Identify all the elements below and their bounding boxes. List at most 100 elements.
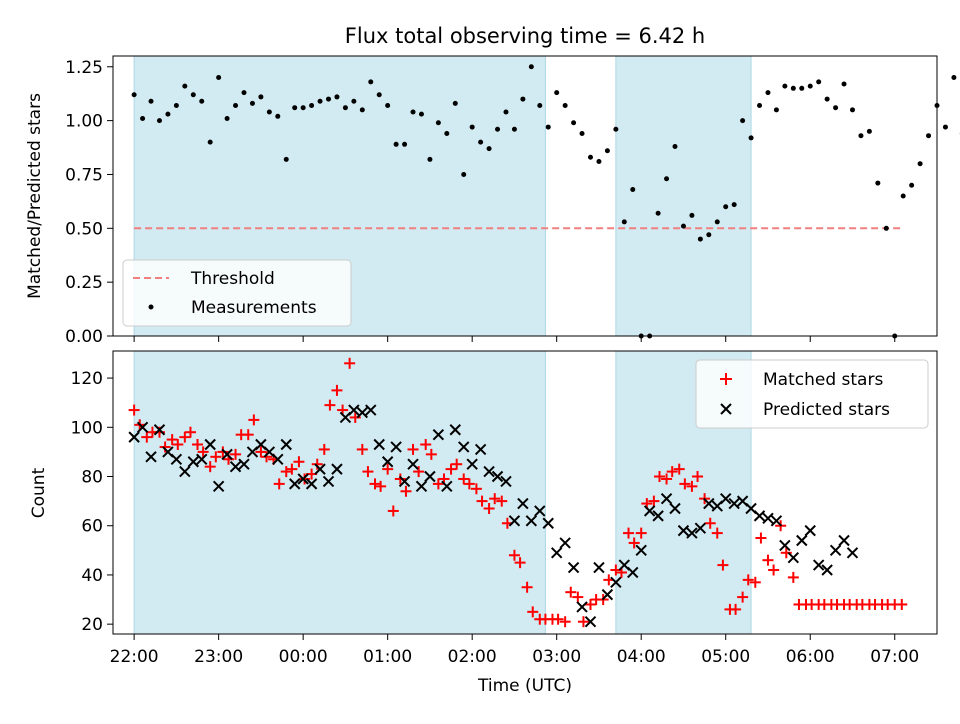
measurement-point xyxy=(613,127,618,132)
top-y-axis-label: Matched/Predicted stars xyxy=(25,93,45,299)
measurement-point xyxy=(385,103,390,108)
measurement-point xyxy=(182,84,187,89)
measurement-point xyxy=(411,110,416,115)
measurement-point xyxy=(309,103,314,108)
x-tick-label: 03:00 xyxy=(532,647,581,667)
measurement-point xyxy=(943,125,948,130)
measurement-point xyxy=(368,79,373,84)
measurement-point xyxy=(334,94,339,99)
x-tick-label: 02:00 xyxy=(448,647,497,667)
measurement-point xyxy=(858,133,863,138)
measurement-point xyxy=(453,101,458,106)
measurement-point xyxy=(165,112,170,117)
measurement-point xyxy=(681,224,686,229)
x-tick-label: 22:00 xyxy=(110,647,159,667)
y-tick-label: 0.50 xyxy=(65,219,103,239)
x-tick-label: 06:00 xyxy=(786,647,835,667)
measurement-point xyxy=(377,92,382,97)
observing-span xyxy=(134,351,545,634)
measurement-point xyxy=(723,204,728,209)
measurement-point xyxy=(512,127,517,132)
measurement-point xyxy=(233,103,238,108)
measurement-point xyxy=(351,99,356,104)
measurement-point xyxy=(909,183,914,188)
legend-predicted-label: Predicted stars xyxy=(763,400,890,420)
measurement-point xyxy=(563,103,568,108)
y-tick-label: 40 xyxy=(81,566,103,586)
legend-threshold-label: Threshold xyxy=(190,269,275,289)
measurement-point xyxy=(884,226,889,231)
measurement-point xyxy=(394,142,399,147)
measurement-point xyxy=(199,99,204,104)
x-tick-label: 23:00 xyxy=(194,647,243,667)
measurement-point xyxy=(216,75,221,80)
measurement-point xyxy=(478,140,483,145)
measurement-point xyxy=(537,103,542,108)
measurement-point xyxy=(656,211,661,216)
measurement-point xyxy=(622,219,627,224)
measurement-point xyxy=(850,107,855,112)
measurement-point xyxy=(301,105,306,110)
measurement-point xyxy=(191,92,196,97)
x-tick-label: 04:00 xyxy=(617,647,666,667)
measurement-point xyxy=(757,103,762,108)
measurement-point xyxy=(605,148,610,153)
measurement-point xyxy=(816,79,821,84)
measurement-point xyxy=(225,116,230,121)
measurement-point xyxy=(318,99,323,104)
measurement-point xyxy=(208,140,213,145)
measurement-point xyxy=(918,161,923,166)
chart-title: Flux total observing time = 6.42 h xyxy=(345,24,705,48)
measurement-point xyxy=(487,146,492,151)
measurement-point xyxy=(520,97,525,102)
measurement-point xyxy=(740,118,745,123)
measurement-point xyxy=(419,112,424,117)
y-tick-label: 0.00 xyxy=(65,327,103,347)
measurement-point xyxy=(470,125,475,130)
y-tick-label: 120 xyxy=(71,369,103,389)
measurement-point xyxy=(774,107,779,112)
measurement-point xyxy=(546,125,551,130)
measurement-point xyxy=(571,120,576,125)
measurement-point xyxy=(174,103,179,108)
measurement-point xyxy=(343,105,348,110)
measurement-point xyxy=(461,172,466,177)
measurement-point xyxy=(765,90,770,95)
measurement-point xyxy=(250,101,255,106)
measurement-point xyxy=(630,187,635,192)
measurement-point xyxy=(673,144,678,149)
legend-measurements-swatch xyxy=(149,305,154,310)
measurement-point xyxy=(706,232,711,237)
measurement-point xyxy=(284,157,289,162)
measurement-point xyxy=(825,97,830,102)
measurement-point xyxy=(436,120,441,125)
measurement-point xyxy=(529,64,534,69)
measurement-point xyxy=(842,82,847,87)
x-axis-label: Time (UTC) xyxy=(477,676,572,696)
measurement-point xyxy=(241,90,246,95)
y-tick-label: 1.00 xyxy=(65,112,103,132)
measurement-point xyxy=(140,116,145,121)
y-tick-label: 1.25 xyxy=(65,58,103,78)
y-tick-label: 60 xyxy=(81,517,103,537)
x-tick-label: 07:00 xyxy=(870,647,919,667)
bottom-y-axis-label: Count xyxy=(29,467,49,518)
measurement-point xyxy=(833,105,838,110)
y-tick-label: 100 xyxy=(71,418,103,438)
bottom-shaded-spans xyxy=(134,351,751,634)
measurement-point xyxy=(867,129,872,134)
y-tick-label: 20 xyxy=(81,615,103,635)
measurement-point xyxy=(402,142,407,147)
measurement-point xyxy=(588,155,593,160)
measurement-point xyxy=(698,237,703,242)
measurement-point xyxy=(495,127,500,132)
measurement-point xyxy=(664,176,669,181)
measurement-point xyxy=(808,84,813,89)
measurement-point xyxy=(749,135,754,140)
measurement-point xyxy=(258,94,263,99)
measurement-point xyxy=(444,131,449,136)
measurement-point xyxy=(580,131,585,136)
legend-matched-label: Matched stars xyxy=(763,370,883,390)
measurement-point xyxy=(326,97,331,102)
